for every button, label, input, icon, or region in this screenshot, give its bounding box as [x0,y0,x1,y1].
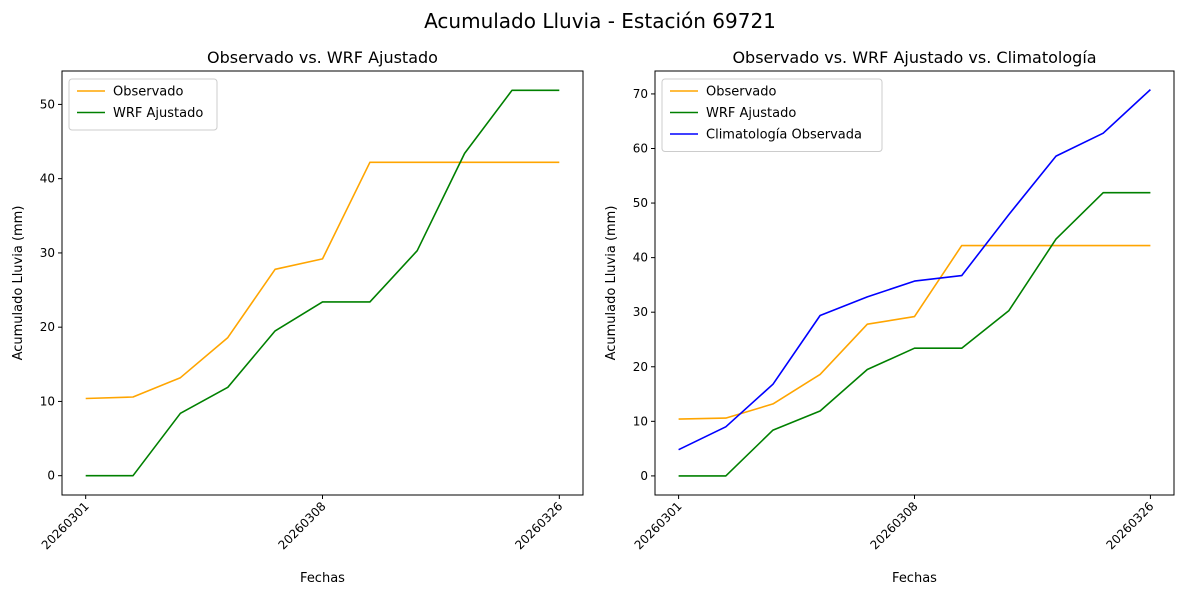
plot-frame [61,70,584,496]
y-tick-label: 20 [40,320,55,334]
y-axis-label: Acumulado Lluvia (mm) [11,206,26,361]
y-tick-label: 10 [633,414,648,428]
y-tick-label: 20 [633,360,648,374]
y-tick-label: 30 [40,246,55,260]
y-tick-label: 30 [633,305,648,319]
chart-title: Observado vs. WRF Ajustado [207,48,438,67]
y-tick-label: 50 [633,196,648,210]
legend-box [661,78,883,152]
x-tick-label: 20260301 [39,499,92,552]
legend: Observado WRF Ajustado Climatología Observ… [661,78,883,152]
y-tick-label: 0 [640,469,648,483]
y-axis-label: Acumulado Lluvia (mm) [604,206,619,361]
x-axis-label: Fechas [892,571,937,586]
y-tick-label: 40 [633,251,648,265]
legend-label: Climatología Observada [706,128,862,143]
chart-1: Observado vs. WRF Ajustado 0 10 20 30 40 50 202… [11,48,584,586]
x-tick-label: 20260301 [632,499,685,552]
series-line-wrf-ajustado [678,191,1151,477]
legend-label: WRF Ajustado [706,106,796,121]
x-tick-label: 20260308 [868,499,921,552]
legend-label: WRF Ajustado [113,106,203,121]
chart-title: Observado vs. WRF Ajustado vs. Climatolo… [732,48,1096,67]
y-tick-label: 70 [633,87,648,101]
series-line-observado [85,161,560,400]
y-tick-label: 40 [40,172,55,186]
chart-2: Observado vs. WRF Ajustado vs. Climatolo… [604,48,1175,586]
legend-label: Observado [706,85,777,100]
series-line-climatolog-a-observada [678,89,1151,451]
y-tick-label: 50 [40,97,55,111]
legend-box [68,78,218,131]
y-tick-label: 0 [47,469,55,483]
x-tick-label: 20260326 [512,499,565,552]
legend-label: Observado [113,85,184,100]
x-tick-label: 20260326 [1103,499,1156,552]
y-tick-label: 60 [633,141,648,155]
figure-title: Acumulado Lluvia - Estación 69721 [424,9,776,33]
x-axis-label: Fechas [300,571,345,586]
series-line-wrf-ajustado [85,89,560,477]
x-tick-label: 20260308 [276,499,329,552]
legend: Observado WRF Ajustado [68,78,218,131]
y-tick-label: 10 [40,394,55,408]
series-line-observado [678,244,1151,420]
